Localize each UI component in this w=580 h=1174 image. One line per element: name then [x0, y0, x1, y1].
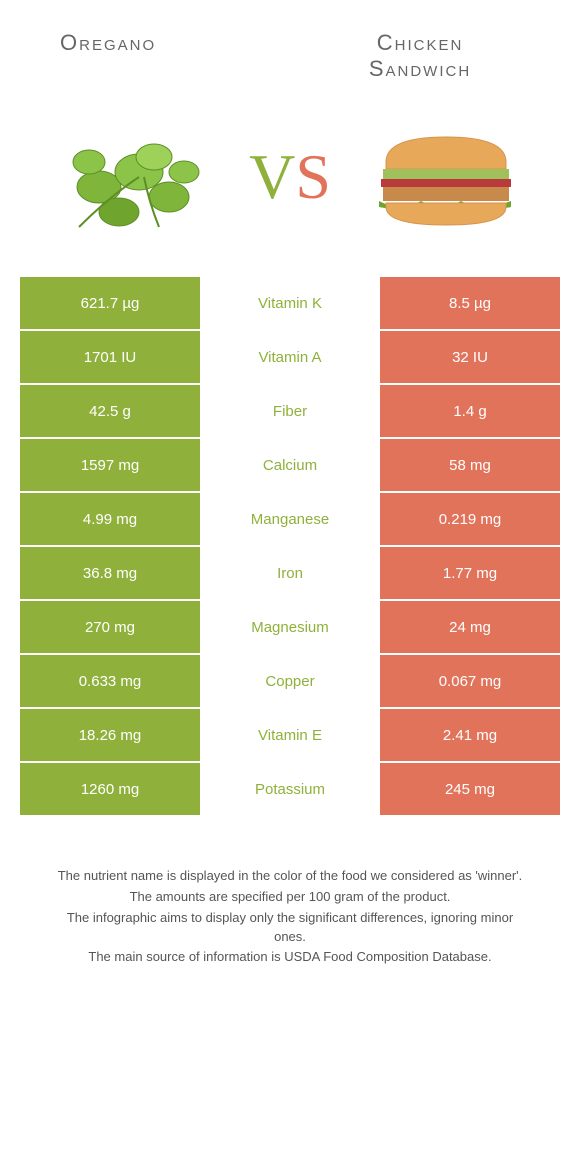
- footer-line-2: The amounts are specified per 100 gram o…: [50, 888, 530, 907]
- nutrient-left-value: 42.5 g: [20, 385, 200, 437]
- nutrient-row: 36.8 mgIron1.77 mg: [20, 547, 560, 599]
- footer-line-3: The infographic aims to display only the…: [50, 909, 530, 947]
- left-food-title: Oregano: [40, 30, 300, 56]
- hero-row: VS: [0, 92, 580, 277]
- sandwich-icon: [361, 107, 531, 247]
- nutrient-label: Copper: [200, 655, 380, 707]
- nutrient-label: Fiber: [200, 385, 380, 437]
- nutrient-right-value: 58 mg: [380, 439, 560, 491]
- nutrient-label: Iron: [200, 547, 380, 599]
- nutrient-left-value: 621.7 µg: [20, 277, 200, 329]
- nutrient-right-value: 1.4 g: [380, 385, 560, 437]
- nutrient-left-value: 270 mg: [20, 601, 200, 653]
- nutrient-right-value: 8.5 µg: [380, 277, 560, 329]
- nutrient-row: 18.26 mgVitamin E2.41 mg: [20, 709, 560, 761]
- nutrient-row: 0.633 mgCopper0.067 mg: [20, 655, 560, 707]
- right-food-title-line2: Sandwich: [369, 56, 471, 81]
- nutrient-row: 270 mgMagnesium24 mg: [20, 601, 560, 653]
- nutrient-row: 1260 mgPotassium245 mg: [20, 763, 560, 815]
- nutrient-left-value: 36.8 mg: [20, 547, 200, 599]
- nutrient-label: Vitamin E: [200, 709, 380, 761]
- nutrient-left-value: 1597 mg: [20, 439, 200, 491]
- nutrient-left-value: 1260 mg: [20, 763, 200, 815]
- nutrient-row: 1701 IUVitamin A32 IU: [20, 331, 560, 383]
- nutrient-row: 42.5 gFiber1.4 g: [20, 385, 560, 437]
- header: Oregano Chicken Sandwich: [0, 0, 580, 92]
- nutrient-label: Potassium: [200, 763, 380, 815]
- nutrient-label: Vitamin K: [200, 277, 380, 329]
- nutrient-row: 621.7 µgVitamin K8.5 µg: [20, 277, 560, 329]
- footer-line-4: The main source of information is USDA F…: [50, 948, 530, 967]
- nutrient-label: Calcium: [200, 439, 380, 491]
- nutrient-label: Manganese: [200, 493, 380, 545]
- right-food-title-line1: Chicken: [377, 30, 464, 55]
- nutrient-left-value: 18.26 mg: [20, 709, 200, 761]
- nutrient-label: Vitamin A: [200, 331, 380, 383]
- nutrient-right-value: 24 mg: [380, 601, 560, 653]
- nutrient-right-value: 1.77 mg: [380, 547, 560, 599]
- oregano-icon: [49, 107, 219, 247]
- nutrient-left-value: 1701 IU: [20, 331, 200, 383]
- nutrient-table: 621.7 µgVitamin K8.5 µg1701 IUVitamin A3…: [20, 277, 560, 815]
- nutrient-label: Magnesium: [200, 601, 380, 653]
- sandwich-image: [361, 107, 531, 247]
- oregano-image: [49, 107, 219, 247]
- nutrient-right-value: 245 mg: [380, 763, 560, 815]
- footer-line-1: The nutrient name is displayed in the co…: [50, 867, 530, 886]
- nutrient-left-value: 4.99 mg: [20, 493, 200, 545]
- footer-notes: The nutrient name is displayed in the co…: [0, 817, 580, 989]
- nutrient-right-value: 2.41 mg: [380, 709, 560, 761]
- vs-v: V: [249, 141, 295, 212]
- nutrient-left-value: 0.633 mg: [20, 655, 200, 707]
- nutrient-right-value: 0.067 mg: [380, 655, 560, 707]
- nutrient-right-value: 32 IU: [380, 331, 560, 383]
- vs-s: S: [295, 141, 331, 212]
- nutrient-row: 1597 mgCalcium58 mg: [20, 439, 560, 491]
- nutrient-right-value: 0.219 mg: [380, 493, 560, 545]
- nutrient-row: 4.99 mgManganese0.219 mg: [20, 493, 560, 545]
- vs-label: VS: [249, 140, 331, 214]
- right-food-title: Chicken Sandwich: [300, 30, 540, 82]
